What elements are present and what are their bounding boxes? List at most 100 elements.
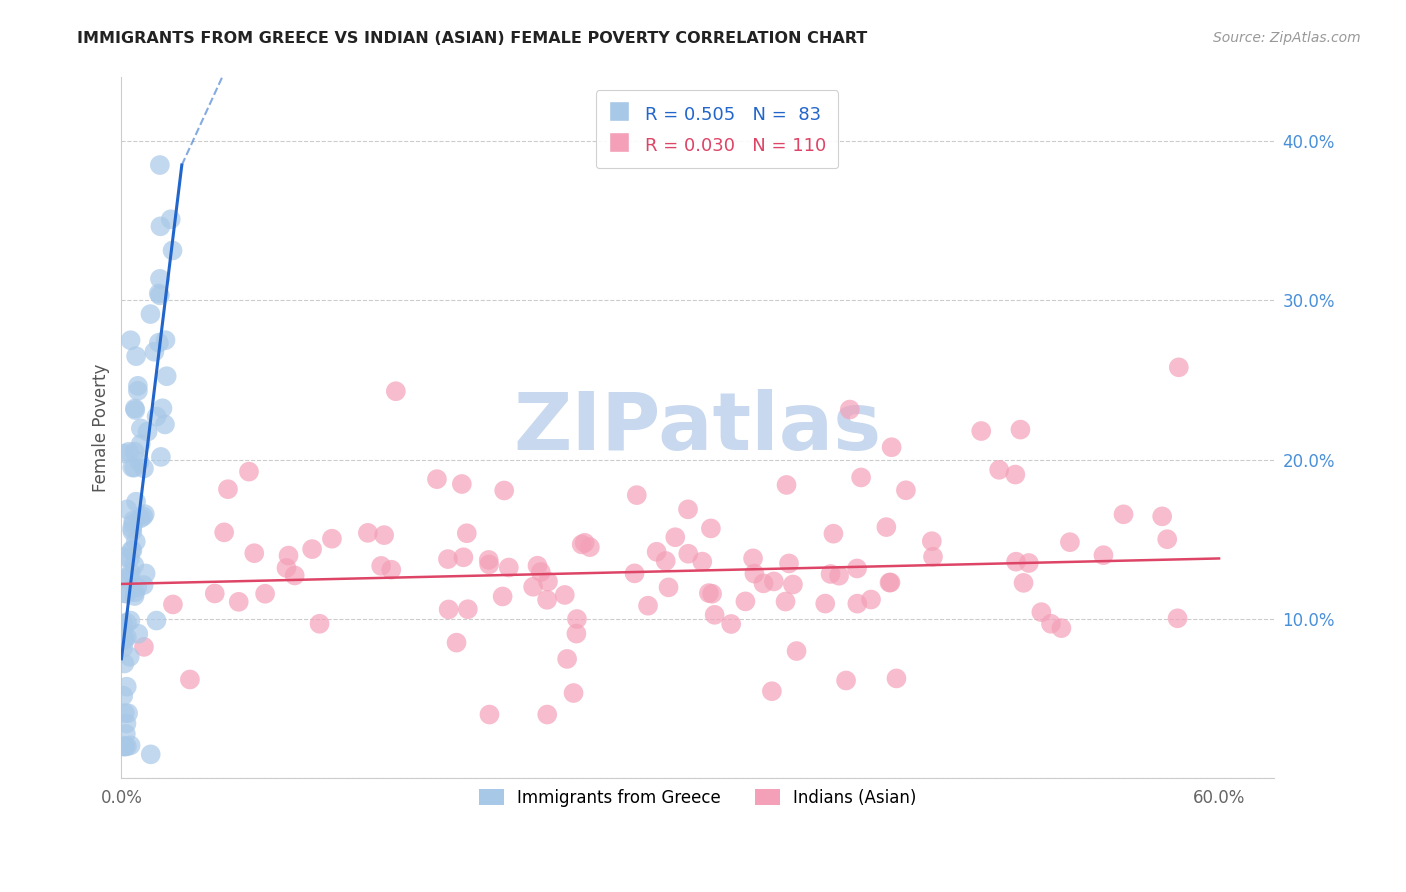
- Point: [125, 349, 148, 363]
- Point: [970, 424, 993, 438]
- Point: [284, 568, 307, 582]
- Legend: Immigrants from Greece, Indians (Asian): Immigrants from Greece, Indians (Asian): [471, 780, 925, 815]
- Text: Source: ZipAtlas.com: Source: ZipAtlas.com: [1213, 31, 1361, 45]
- Point: [145, 614, 167, 628]
- Point: [522, 580, 544, 594]
- Point: [115, 573, 138, 587]
- Point: [380, 563, 402, 577]
- Point: [875, 520, 897, 534]
- Point: [823, 526, 845, 541]
- Point: [115, 680, 138, 694]
- Point: [124, 589, 146, 603]
- Point: [782, 577, 804, 591]
- Point: [1040, 616, 1063, 631]
- Point: [690, 555, 713, 569]
- Point: [301, 542, 323, 557]
- Point: [149, 288, 172, 302]
- Point: [118, 569, 141, 583]
- Point: [700, 521, 723, 535]
- Point: [446, 635, 468, 649]
- Point: [112, 549, 135, 564]
- Point: [562, 686, 585, 700]
- Point: [565, 626, 588, 640]
- Point: [143, 344, 166, 359]
- Point: [125, 494, 148, 508]
- Point: [115, 502, 138, 516]
- Point: [120, 566, 142, 580]
- Point: [370, 558, 392, 573]
- Point: [121, 524, 143, 539]
- Point: [156, 369, 179, 384]
- Point: [254, 587, 277, 601]
- Point: [478, 558, 501, 572]
- Point: [357, 525, 380, 540]
- Point: [426, 472, 449, 486]
- Point: [120, 543, 142, 558]
- Point: [1156, 532, 1178, 546]
- Point: [121, 460, 143, 475]
- Point: [373, 528, 395, 542]
- Point: [703, 607, 725, 622]
- Point: [742, 551, 765, 566]
- Point: [886, 672, 908, 686]
- Point: [121, 543, 143, 558]
- Point: [115, 587, 138, 601]
- Point: [565, 612, 588, 626]
- Point: [112, 625, 135, 640]
- Point: [879, 575, 901, 590]
- Point: [135, 566, 157, 581]
- Point: [139, 307, 162, 321]
- Point: [120, 614, 142, 628]
- Point: [700, 587, 723, 601]
- Point: [115, 739, 138, 754]
- Point: [554, 588, 576, 602]
- Point: [579, 540, 602, 554]
- Point: [1012, 575, 1035, 590]
- Point: [112, 632, 135, 647]
- Point: [536, 592, 558, 607]
- Point: [112, 616, 135, 631]
- Point: [112, 640, 135, 655]
- Point: [162, 244, 184, 258]
- Point: [530, 565, 553, 579]
- Point: [122, 460, 145, 475]
- Point: [243, 546, 266, 560]
- Point: [456, 526, 478, 541]
- Text: ZIPatlas: ZIPatlas: [513, 389, 882, 467]
- Point: [128, 455, 150, 469]
- Point: [574, 536, 596, 550]
- Point: [828, 568, 851, 582]
- Point: [132, 509, 155, 524]
- Point: [664, 530, 686, 544]
- Point: [1018, 556, 1040, 570]
- Point: [179, 673, 201, 687]
- Point: [1167, 360, 1189, 375]
- Point: [761, 684, 783, 698]
- Point: [124, 401, 146, 416]
- Point: [321, 532, 343, 546]
- Point: [115, 615, 138, 630]
- Point: [676, 502, 699, 516]
- Point: [112, 446, 135, 460]
- Point: [112, 586, 135, 600]
- Point: [159, 212, 181, 227]
- Point: [478, 707, 501, 722]
- Point: [308, 616, 330, 631]
- Point: [1167, 611, 1189, 625]
- Point: [114, 739, 136, 754]
- Point: [778, 557, 800, 571]
- Point: [145, 409, 167, 424]
- Point: [494, 483, 516, 498]
- Point: [112, 631, 135, 645]
- Point: [697, 586, 720, 600]
- Point: [129, 511, 152, 525]
- Point: [152, 401, 174, 416]
- Point: [122, 514, 145, 528]
- Point: [115, 716, 138, 731]
- Point: [1059, 535, 1081, 549]
- Point: [450, 477, 472, 491]
- Point: [112, 739, 135, 754]
- Point: [555, 652, 578, 666]
- Point: [132, 578, 155, 592]
- Point: [204, 586, 226, 600]
